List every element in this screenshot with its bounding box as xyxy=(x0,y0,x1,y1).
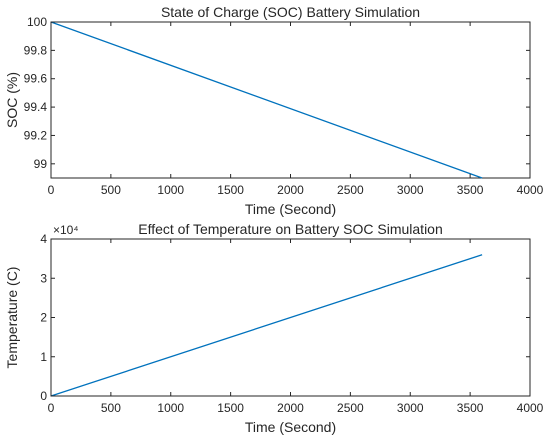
y-tick-label: 99.4 xyxy=(24,100,48,114)
y-axis-label: SOC (%) xyxy=(4,72,20,128)
x-tick-label: 4000 xyxy=(517,183,544,197)
chart-title: Effect of Temperature on Battery SOC Sim… xyxy=(138,221,443,237)
y-axis-label: Temperature (C) xyxy=(4,267,20,369)
y-tick-label: 99.6 xyxy=(24,72,48,86)
y-tick-label: 4 xyxy=(40,232,47,246)
subplot-1: 0 500 1000 1500 2000 2500 3000 3500 4000 99 99.2 99… xyxy=(4,4,544,217)
x-tick-label: 3000 xyxy=(397,401,424,415)
x-tick-label: 1500 xyxy=(217,401,244,415)
x-tick-label: 1000 xyxy=(157,401,184,415)
y-tick-label: 99.2 xyxy=(24,128,48,142)
plot-area-1 xyxy=(50,21,531,179)
x-tick-label: 2000 xyxy=(277,401,304,415)
x-tick-label: 1000 xyxy=(157,183,184,197)
x-tick-label: 1500 xyxy=(217,183,244,197)
y-tick-label: 100 xyxy=(27,15,47,29)
x-tick-label: 0 xyxy=(48,183,55,197)
x-tick-label: 0 xyxy=(48,401,55,415)
x-tick-label: 3500 xyxy=(457,401,484,415)
x-tick-label: 2500 xyxy=(337,183,364,197)
x-axis-label: Time (Second) xyxy=(245,419,336,435)
x-tick-label: 3500 xyxy=(457,183,484,197)
series-line-2-1 xyxy=(50,254,483,397)
y-tick-label: 3 xyxy=(40,271,47,285)
y-tick-label: 1 xyxy=(40,350,47,364)
y-tick-label: 99.8 xyxy=(24,43,48,57)
x-tick-label: 2000 xyxy=(277,183,304,197)
x-tick-label: 4000 xyxy=(517,401,544,415)
x-tick-label: 3000 xyxy=(397,183,424,197)
y-exponent-label: ×10⁴ xyxy=(53,223,79,237)
x-tick-label: 500 xyxy=(101,401,121,415)
y-tick-label: 0 xyxy=(40,389,47,403)
y-tick-label: 2 xyxy=(40,311,47,325)
series-line-1-1 xyxy=(50,21,483,179)
chart-title: State of Charge (SOC) Battery Simulation xyxy=(161,4,420,20)
y-tick-label: 99 xyxy=(34,157,48,171)
x-tick-label: 2500 xyxy=(337,401,364,415)
x-axis-label: Time (Second) xyxy=(245,201,336,217)
x-tick-label: 500 xyxy=(101,183,121,197)
subplot-2: 0 500 1000 1500 2000 2500 3000 3500 4000 0 1 2 3 4 Eff… xyxy=(4,221,544,435)
